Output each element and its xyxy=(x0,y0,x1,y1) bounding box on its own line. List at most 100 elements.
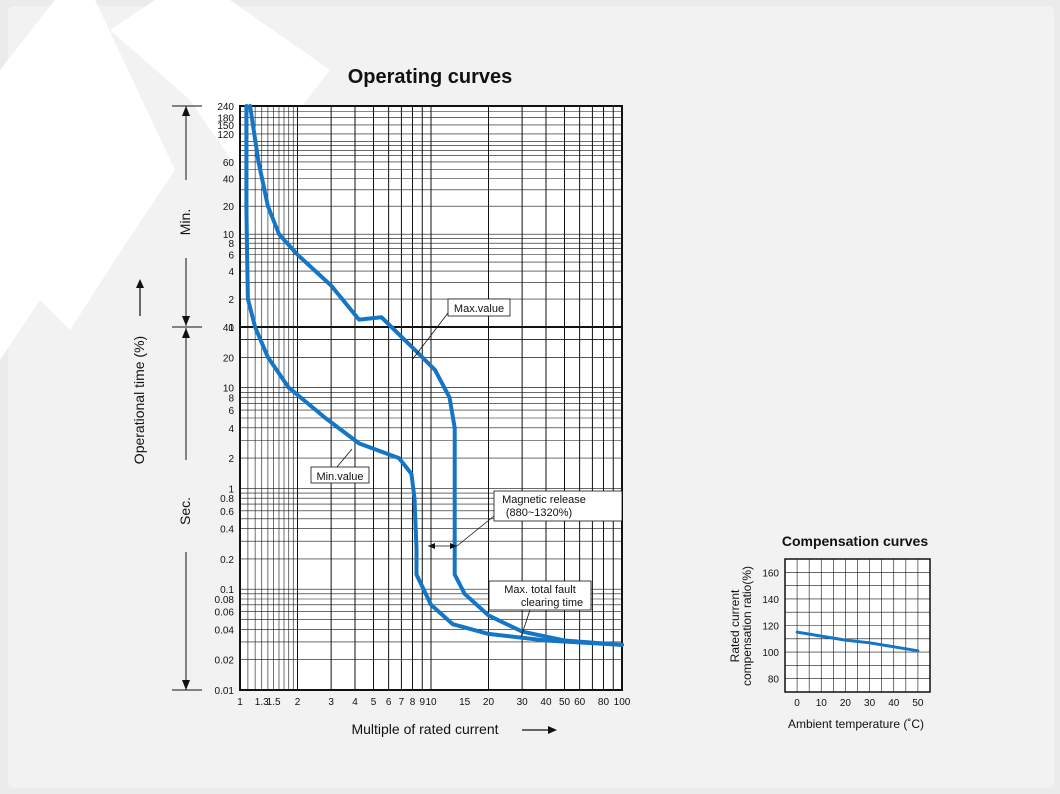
main-x-tick-label: 6 xyxy=(386,697,392,708)
compensation-x-tick-label: 40 xyxy=(888,698,900,709)
main-x-tick-label: 1 xyxy=(237,697,243,708)
main-y-tick-label-sec: 40 xyxy=(223,323,235,334)
main-x-tick-label: 100 xyxy=(614,697,631,708)
y-axis-arrow xyxy=(136,279,144,316)
main-x-tick-label: 3 xyxy=(328,697,334,708)
min-unit-label: Min. xyxy=(177,209,193,235)
main-y-tick-label-sec: 0.06 xyxy=(215,608,235,619)
y-axis-arrow-head xyxy=(136,279,144,288)
main-y-tick-label-min: 240 xyxy=(217,102,234,113)
main-y-tick-label-min: 150 xyxy=(217,121,234,132)
main-chart-ticks: 1 1.31.5 2 3 4 5 6 7 8 9 10 15 20 30 40 50 60 80 100240180… xyxy=(215,102,631,708)
magnetic-release-label: Magnetic release xyxy=(502,494,586,506)
main-x-tick-label: 7 xyxy=(399,697,405,708)
max-value-label-box xyxy=(447,298,511,317)
main-plot-border xyxy=(239,105,623,691)
main-y-tick-label-sec: 4 xyxy=(228,424,234,435)
min-bracket-down-arrow xyxy=(182,316,190,326)
main-x-tick-label: 1.5 xyxy=(267,697,281,708)
compensation-chart-curve xyxy=(795,630,920,653)
max-value-leader xyxy=(411,312,449,361)
compensation-y-tick-label: 140 xyxy=(762,595,779,606)
main-y-tick-label-sec: 6 xyxy=(228,406,234,417)
main-y-tick-label-min: 20 xyxy=(223,202,235,213)
main-y-tick-label-min: 6 xyxy=(228,251,234,262)
main-y-tick-label-min: 2 xyxy=(228,295,234,306)
main-y-tick-label-min: 40 xyxy=(223,174,235,185)
main-x-tick-label: 50 xyxy=(559,697,571,708)
main-y-tick-label-min: 180 xyxy=(217,114,234,125)
compensation-y-tick-label: 160 xyxy=(762,568,779,579)
min-bracket-up-arrow xyxy=(182,106,190,116)
magnetic-release-range: (880~1320%) xyxy=(506,507,572,519)
compensation-x-tick-label: 0 xyxy=(794,698,800,709)
compensation-x-label: Ambient temperature (˚C) xyxy=(788,717,924,731)
main-y-tick-label-sec: 2 xyxy=(228,454,234,465)
main-x-tick-label: 5 xyxy=(371,697,377,708)
main-y-tick-label-sec: 0.01 xyxy=(215,686,235,697)
compensation-chart-title: Compensation curves xyxy=(782,533,928,549)
main-y-tick-label-sec: 0.04 xyxy=(215,625,235,636)
main-y-tick-label-min: 1 xyxy=(228,323,234,334)
main-chart-annotations: Max.value Min.value Magnetic release (88… xyxy=(310,298,623,638)
time-unit-brackets: Min. Sec. xyxy=(172,105,202,691)
main-chart-curves xyxy=(244,104,624,647)
sec-unit-label: Sec. xyxy=(177,497,193,525)
magnetic-release-arrow-left xyxy=(428,543,435,549)
x-axis-arrow-head xyxy=(548,726,557,734)
main-x-tick-label: 40 xyxy=(540,697,552,708)
compensation-y-tick-label: 100 xyxy=(762,648,779,659)
main-y-tick-label-min: 4 xyxy=(228,267,234,278)
main-x-tick-label: 80 xyxy=(598,697,610,708)
main-x-tick-label: 8 xyxy=(410,697,416,708)
main-y-tick-label-sec: 0.08 xyxy=(215,595,235,606)
main-y-tick-label-sec: 0.6 xyxy=(220,507,234,518)
magnetic-release-leader xyxy=(456,515,495,547)
compensation-curve-line xyxy=(795,630,920,653)
max-fault-label-box xyxy=(488,580,592,611)
max-fault-label-line1: Max. total fault xyxy=(504,584,576,596)
main-y-tick-label-min: 8 xyxy=(228,239,234,250)
compensation-x-tick-label: 20 xyxy=(840,698,852,709)
main-y-tick-label-min: 10 xyxy=(223,230,235,241)
main-x-tick-label: 9 xyxy=(419,697,425,708)
min-value-curve xyxy=(244,104,624,647)
watermark-stroke-1 xyxy=(0,0,175,260)
max-fault-label-line2: clearing time xyxy=(521,597,583,609)
main-x-tick-label: 1.3 xyxy=(255,697,269,708)
min-value-leader xyxy=(336,448,353,468)
compensation-x-tick-label: 30 xyxy=(864,698,876,709)
main-y-axis-label: Operational time (%) xyxy=(131,336,147,464)
main-x-tick-label: 30 xyxy=(517,697,529,708)
main-y-tick-label-min: 120 xyxy=(217,130,234,141)
main-x-tick-label: 10 xyxy=(425,697,437,708)
main-x-tick-label: 2 xyxy=(295,697,301,708)
main-x-tick-label: 60 xyxy=(574,697,586,708)
main-y-tick-label-sec: 20 xyxy=(223,353,235,364)
max-value-label: Max.value xyxy=(454,303,504,315)
main-x-tick-label: 4 xyxy=(352,697,358,708)
compensation-y-tick-label: 80 xyxy=(768,675,780,686)
compensation-chart-grid xyxy=(784,558,931,693)
compensation-x-tick-label: 10 xyxy=(816,698,828,709)
sec-bracket-down-arrow xyxy=(182,680,190,690)
magnetic-release-arrow-right xyxy=(450,543,457,549)
x-axis-arrow xyxy=(522,726,557,734)
min-value-label: Min.value xyxy=(316,471,363,483)
main-y-tick-label-min: 60 xyxy=(223,158,235,169)
max-fault-leader xyxy=(520,609,531,638)
main-y-tick-label-sec: 8 xyxy=(228,393,234,404)
main-y-tick-label-sec: 0.8 xyxy=(220,494,234,505)
main-x-tick-label: 15 xyxy=(459,697,471,708)
main-chart-title: Operating curves xyxy=(348,66,513,88)
compensation-y-label-line1: Rated current xyxy=(728,589,742,662)
main-y-tick-label-sec: 0.4 xyxy=(220,525,234,536)
sec-bracket-up-arrow xyxy=(182,328,190,338)
main-y-tick-label-sec: 0.02 xyxy=(215,656,235,667)
watermark-stroke-2 xyxy=(0,150,115,360)
main-x-axis-label: Multiple of rated current xyxy=(351,721,498,737)
compensation-chart-ticks: 0 10 20 30 40 50 80 100 120 140 160 xyxy=(762,568,924,709)
main-x-tick-label: 20 xyxy=(483,697,495,708)
min-value-label-box xyxy=(310,466,370,484)
